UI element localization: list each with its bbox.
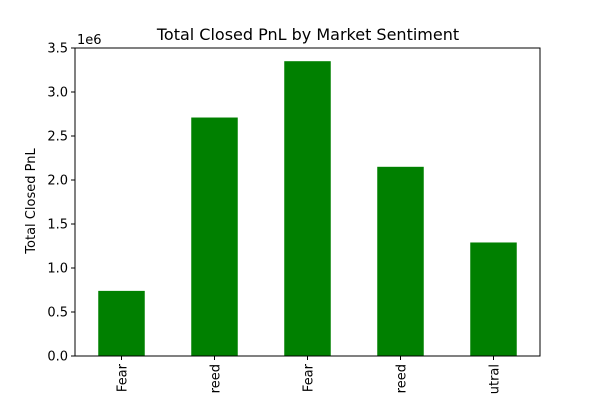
bar — [284, 61, 331, 356]
plot-frame — [74, 47, 541, 357]
chart-title: Total Closed PnL by Market Sentiment — [156, 25, 459, 44]
y-tick-label: 2.5 — [47, 130, 68, 145]
x-tick-label: Fear — [116, 363, 131, 392]
y-tick-label: 1.5 — [47, 218, 68, 233]
y-tick-label: 2.0 — [47, 174, 68, 189]
bar — [377, 166, 424, 356]
y-tick-label: 3.0 — [47, 86, 68, 101]
y-axis-multiplier: 1e6 — [77, 33, 102, 48]
y-axis-title: Total Closed PnL — [24, 148, 39, 255]
y-tick-label: 0.0 — [47, 350, 68, 365]
x-ticks-group: Fear reed Fear reed utral — [116, 356, 503, 394]
bars-group — [98, 61, 517, 357]
x-tick-label: Fear — [302, 363, 317, 392]
bar — [470, 242, 517, 356]
bar — [98, 290, 145, 356]
x-tick-label: reed — [209, 364, 224, 393]
y-ticks-group: 0.0 0.5 1.0 1.5 2.0 2.5 3.0 3.5 — [47, 42, 75, 365]
y-tick-label: 1.0 — [47, 262, 68, 277]
x-tick-label: reed — [395, 364, 410, 393]
x-tick-label: utral — [488, 364, 503, 394]
bar — [191, 117, 238, 357]
y-tick-label: 3.5 — [47, 42, 68, 57]
y-tick-label: 0.5 — [47, 306, 68, 321]
